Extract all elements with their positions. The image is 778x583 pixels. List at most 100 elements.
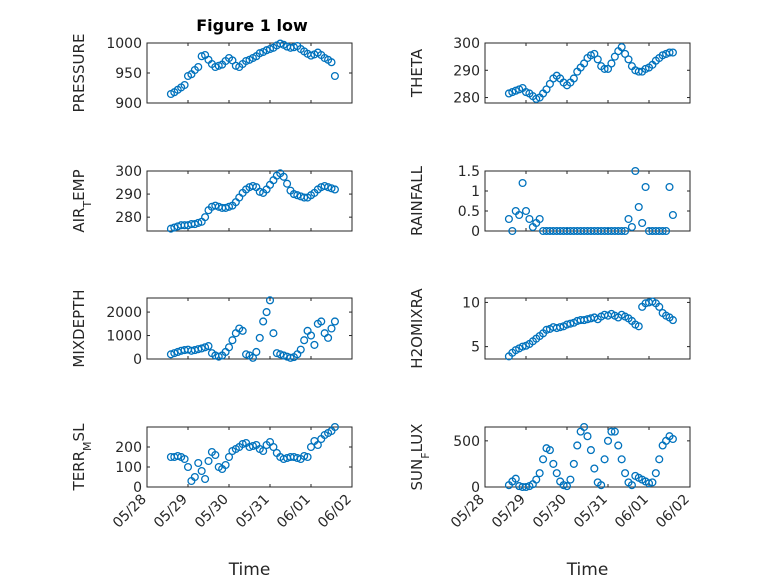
y-tick-label: 280: [115, 210, 142, 226]
data-point: [521, 206, 531, 216]
y-tick-label: 100: [115, 460, 142, 476]
data-point: [665, 182, 674, 192]
data-point: [248, 441, 257, 451]
y-axis-label: TERRMSL: [70, 423, 94, 492]
data-point: [255, 333, 264, 342]
data-point: [330, 71, 339, 81]
data-point: [617, 226, 626, 236]
y-tick-label: 300: [453, 36, 480, 52]
data-point: [238, 439, 247, 449]
data-point: [262, 308, 271, 317]
data-point: [324, 333, 333, 342]
x-tick-label: 06/02: [653, 492, 693, 532]
data-point: [330, 185, 339, 194]
data-point: [279, 172, 288, 181]
data-point: [324, 183, 333, 192]
data-point: [197, 344, 206, 353]
data-point: [242, 56, 251, 66]
data-point: [648, 478, 657, 487]
data-point: [166, 350, 175, 359]
subplot-7: 0 100 200 05/28 05/29 05/30 05/31 06/01 06/02 Tim…: [70, 423, 355, 580]
y-tick-label: 1000: [106, 329, 142, 345]
data-point: [252, 347, 261, 357]
data-point: [306, 51, 316, 60]
data-point: [655, 302, 664, 311]
data-point: [310, 340, 319, 349]
data-point: [194, 218, 203, 227]
data-point: [593, 55, 602, 64]
data-point: [600, 455, 609, 464]
data-point: [641, 182, 650, 192]
data-point: [504, 214, 513, 224]
data-point: [190, 220, 199, 229]
data-point: [317, 317, 326, 326]
data-point: [617, 43, 626, 52]
y-tick-label: 290: [453, 63, 480, 79]
data-point: [559, 481, 568, 490]
data-point: [306, 331, 316, 340]
data-point: [183, 462, 193, 472]
x-tick-label: 05/30: [530, 492, 570, 532]
data-point: [668, 434, 677, 444]
data-point: [194, 62, 203, 72]
data-point: [610, 427, 619, 436]
x-tick-label: 05/29: [489, 492, 529, 532]
data-point: [586, 446, 595, 455]
y-tick-label: 1000: [106, 36, 142, 52]
data-point: [272, 349, 281, 358]
data-point: [197, 52, 206, 61]
y-tick-label: 0: [133, 480, 142, 496]
y-axis-label: THETA: [408, 48, 426, 98]
axes-frame: [484, 426, 691, 488]
y-tick-label: 280: [453, 91, 480, 107]
data-point: [265, 44, 275, 54]
y-tick-label: 0: [471, 224, 480, 240]
data-point: [286, 353, 295, 362]
data-point: [518, 342, 527, 351]
data-point: [221, 460, 230, 470]
data-point: [300, 451, 309, 461]
data-point: [170, 223, 179, 232]
data-point: [293, 191, 302, 200]
data-point: [644, 479, 654, 488]
data-point: [532, 475, 541, 484]
subplot-3: 280 290 300 AIRTEMP: [70, 164, 353, 233]
x-tick-label: 06/01: [612, 492, 652, 532]
y-tick-label: 2000: [106, 305, 142, 321]
data-point: [201, 213, 210, 222]
data-point: [607, 427, 616, 436]
data-point: [627, 222, 636, 232]
data-point: [327, 324, 336, 333]
data-point: [259, 446, 268, 456]
subplot-8: 0 500 05/28 05/29 05/30 05/31 06/01 06/02 Time SU…: [408, 422, 693, 580]
x-tick-label: 05/28: [110, 492, 150, 532]
x-tick-label: 05/31: [571, 492, 611, 532]
data-point: [327, 184, 336, 193]
data-point: [621, 469, 630, 478]
data-point: [597, 481, 606, 490]
data-point: [211, 450, 220, 460]
data-point: [651, 469, 660, 478]
data-point: [631, 166, 640, 176]
data-point: [228, 336, 237, 345]
data-point: [566, 319, 575, 328]
y-axis-label: AIRTEMP: [70, 169, 94, 232]
data-point: [624, 214, 633, 224]
data-point: [180, 80, 189, 90]
data-point: [515, 210, 524, 220]
y-tick-label: 1: [471, 184, 480, 200]
data-point: [542, 325, 551, 334]
x-tick-label: 06/02: [315, 492, 355, 532]
x-tick-label: 05/29: [151, 492, 191, 532]
y-axis-label: MIXDEPTH: [70, 289, 88, 367]
data-point: [248, 181, 257, 191]
y-tick-label: 0.5: [458, 204, 480, 220]
data-point: [255, 187, 264, 196]
data-point: [173, 451, 182, 461]
y-tick-label: 5: [471, 340, 480, 356]
data-point: [300, 193, 309, 202]
data-point: [603, 436, 613, 445]
data-point: [525, 214, 534, 224]
data-point: [166, 224, 175, 233]
data-point: [511, 474, 520, 483]
